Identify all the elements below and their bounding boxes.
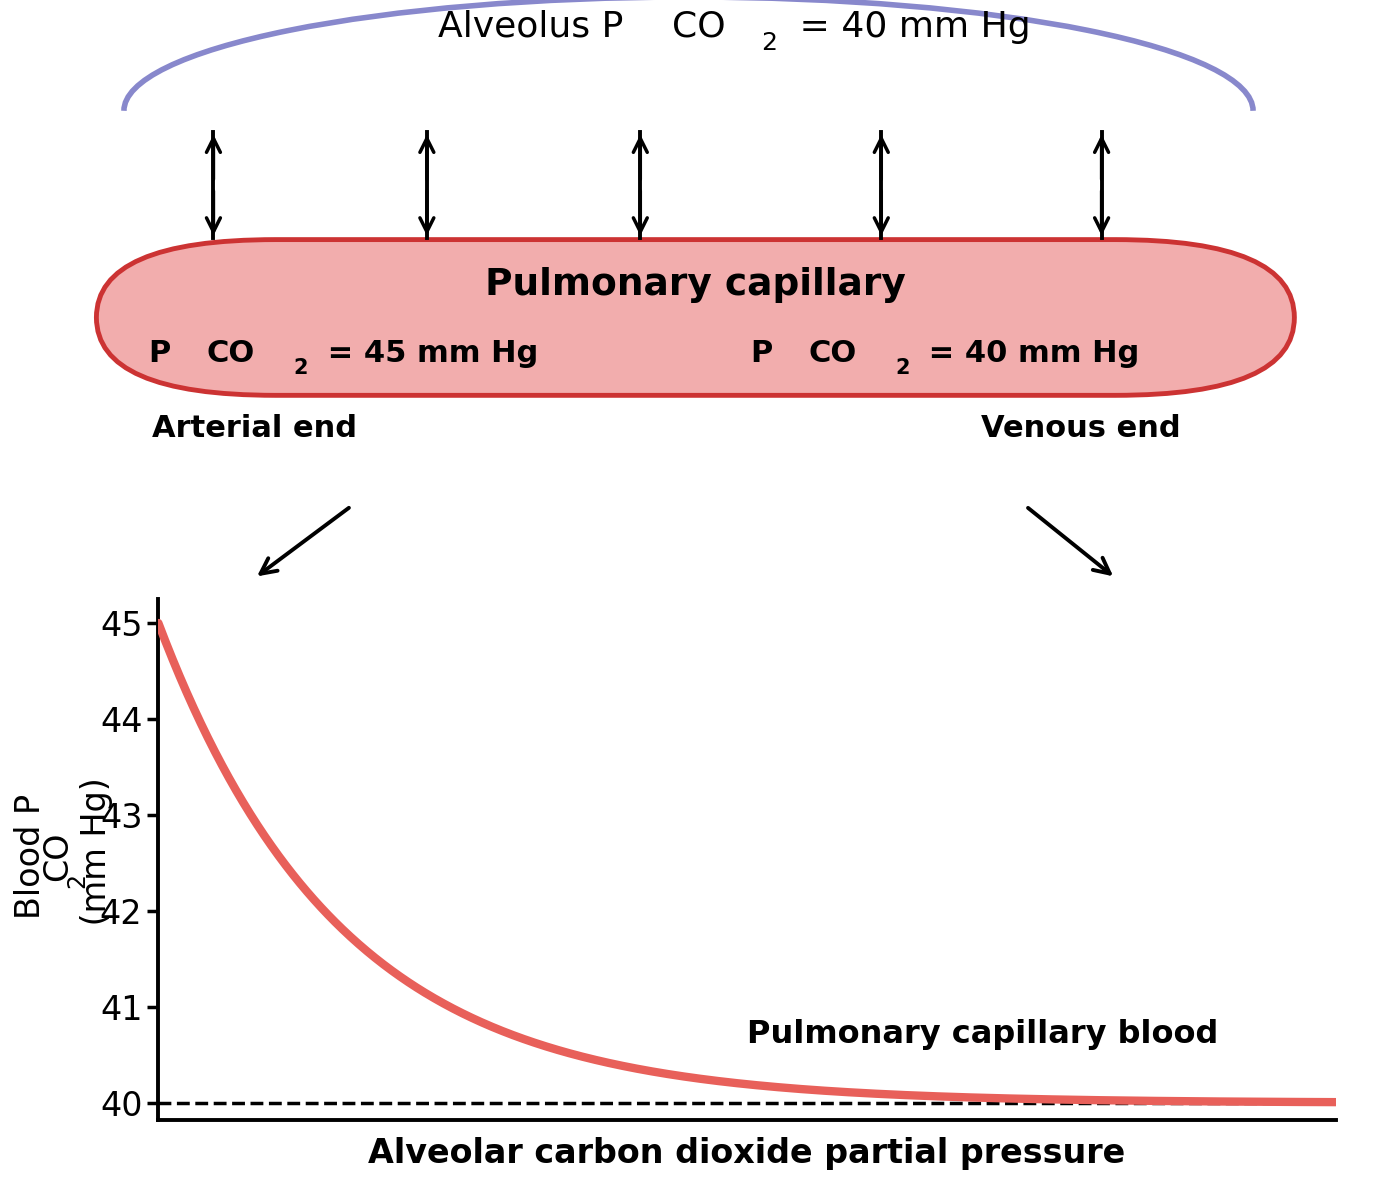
Text: Venous end: Venous end <box>982 413 1180 443</box>
Text: P: P <box>750 339 772 368</box>
Text: = 40 mm Hg: = 40 mm Hg <box>918 339 1140 368</box>
Text: Pulmonary capillary: Pulmonary capillary <box>485 266 906 303</box>
Text: P: P <box>149 339 171 368</box>
Text: = 40 mm Hg: = 40 mm Hg <box>788 10 1030 44</box>
X-axis label: Alveolar carbon dioxide partial pressure: Alveolar carbon dioxide partial pressure <box>369 1137 1125 1169</box>
Text: 2: 2 <box>293 358 308 379</box>
Text: 2: 2 <box>761 31 778 55</box>
Text: CO: CO <box>808 339 856 368</box>
FancyBboxPatch shape <box>96 240 1294 395</box>
Text: CO: CO <box>41 831 74 882</box>
Text: (mm Hg): (mm Hg) <box>80 778 113 936</box>
Text: 2: 2 <box>895 358 910 379</box>
Text: CO: CO <box>672 10 726 44</box>
Text: Blood P: Blood P <box>14 794 47 919</box>
Text: = 45 mm Hg: = 45 mm Hg <box>317 339 538 368</box>
Text: Alveolus P: Alveolus P <box>438 10 624 44</box>
Text: Arterial end: Arterial end <box>153 413 357 443</box>
Text: CO: CO <box>207 339 255 368</box>
Text: 2: 2 <box>65 873 90 888</box>
Text: Pulmonary capillary blood: Pulmonary capillary blood <box>746 1019 1219 1051</box>
